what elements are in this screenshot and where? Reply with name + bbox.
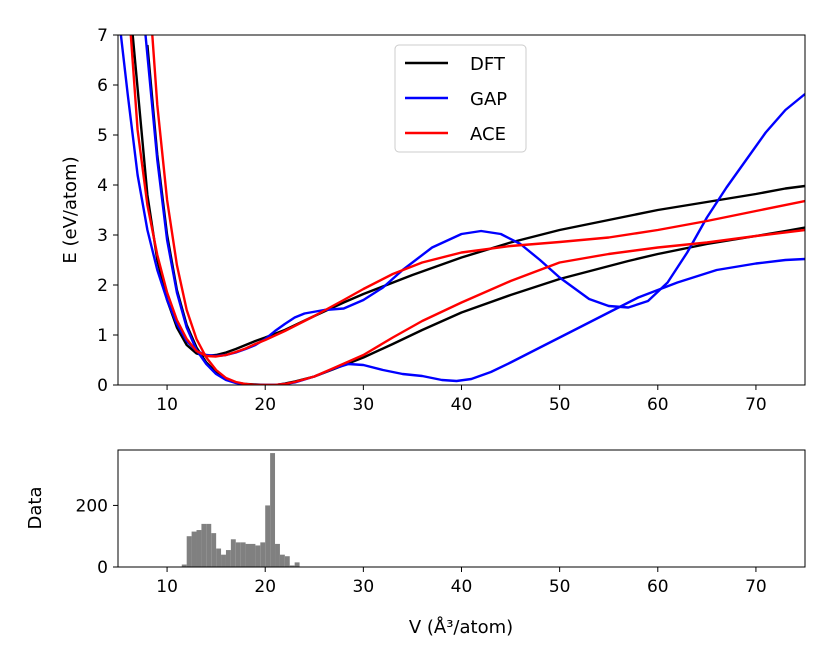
top-y-axis-label: E (eV/atom) (60, 156, 81, 263)
legend-label-gap: GAP (470, 89, 507, 110)
top-x-tick-label: 50 (549, 395, 571, 415)
histogram-bar (216, 548, 222, 567)
histogram-bar (255, 545, 261, 567)
series-ace-branch-2 (129, 35, 805, 358)
histogram-bar (221, 554, 226, 567)
top-x-tick-label: 30 (353, 395, 375, 415)
histogram-bar (191, 531, 197, 567)
histogram-bar (235, 542, 241, 567)
legend: DFT GAP ACE (394, 44, 527, 153)
top-y-ticks: 0 1 2 3 4 5 6 7 (97, 26, 118, 396)
histogram-bar (294, 562, 300, 567)
top-y-tick-label: 0 (97, 376, 108, 396)
bottom-x-tick-label: 40 (451, 577, 473, 597)
bottom-x-ticks: 10 20 30 40 50 60 70 (156, 567, 767, 597)
top-x-ticks: 10 20 30 40 50 60 70 (156, 385, 767, 415)
histogram-bar (211, 533, 217, 567)
histogram-bar (186, 536, 192, 567)
top-y-tick-label: 2 (97, 276, 108, 296)
top-x-tick-label: 70 (745, 395, 767, 415)
histogram-bar (284, 556, 290, 567)
histogram-bar (289, 565, 295, 567)
top-x-tick-label: 40 (451, 395, 473, 415)
histogram-bar (206, 523, 212, 567)
histogram-bar (230, 539, 236, 567)
series-gap-branch-1 (144, 35, 805, 385)
legend-label-dft: DFT (470, 54, 506, 75)
bottom-y-ticks: 0 200 (76, 496, 118, 578)
bottom-y-tick-label: 200 (76, 496, 108, 516)
bottom-x-tick-label: 50 (549, 577, 571, 597)
legend-frame (394, 44, 527, 153)
top-y-tick-label: 7 (97, 26, 108, 46)
histogram-bar (270, 453, 276, 567)
histogram-bar (201, 523, 207, 567)
bottom-x-tick-label: 60 (647, 577, 669, 597)
histogram-bar (240, 542, 246, 567)
data-histogram: 10 20 30 40 50 60 70 0 200 Data V (Å³/atom) (25, 449, 806, 638)
series-ace-branch-1 (151, 35, 805, 385)
top-y-tick-label: 3 (97, 226, 108, 246)
bottom-y-axis-label: Data (25, 487, 46, 530)
top-y-tick-label: 1 (97, 326, 108, 346)
histogram-bar (265, 505, 271, 567)
top-x-tick-label: 60 (647, 395, 669, 415)
histogram-bar (260, 542, 266, 567)
top-y-tick-label: 6 (97, 76, 108, 96)
histogram-bar (279, 554, 285, 567)
top-x-tick-label: 10 (156, 395, 178, 415)
legend-label-ace: ACE (470, 124, 506, 145)
histogram-bar (245, 543, 251, 567)
top-y-tick-label: 5 (97, 126, 108, 146)
bottom-x-axis-label: V (Å³/atom) (409, 616, 513, 638)
bottom-x-tick-label: 10 (156, 577, 178, 597)
histogram-bars (181, 453, 300, 567)
histogram-bar (181, 564, 187, 567)
histogram-bar (225, 550, 231, 567)
energy-curves (119, 35, 805, 385)
bottom-y-tick-label: 0 (97, 558, 108, 578)
histogram-bar (250, 543, 256, 567)
energy-volume-plot: 10 20 30 40 50 60 70 0 1 2 3 4 5 6 7 E (eV/atom) DFT … (60, 26, 806, 415)
histogram-bar (196, 530, 202, 567)
top-y-tick-label: 4 (97, 176, 108, 196)
histogram-bar (275, 543, 280, 567)
bottom-x-tick-label: 20 (254, 577, 276, 597)
bottom-x-tick-label: 70 (745, 577, 767, 597)
bottom-x-tick-label: 30 (353, 577, 375, 597)
top-x-tick-label: 20 (254, 395, 276, 415)
